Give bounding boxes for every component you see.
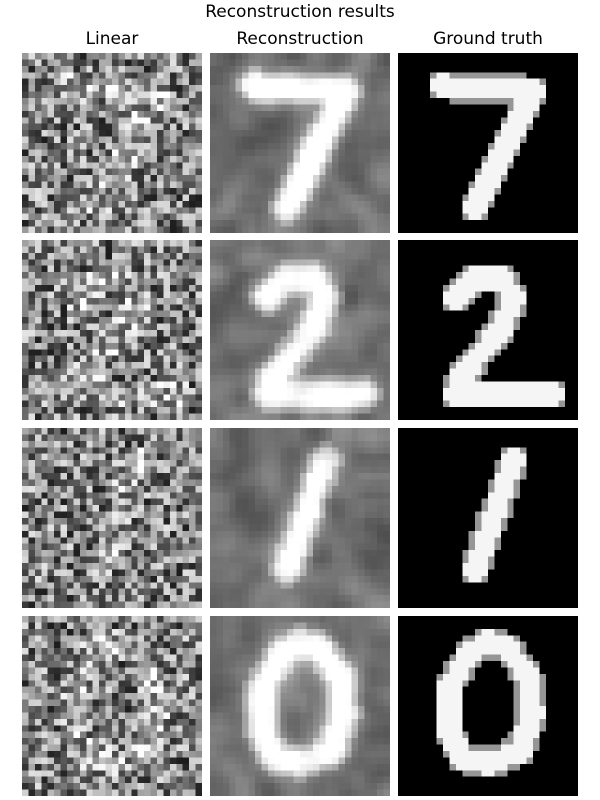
reconstruction-image-row-1: [210, 53, 390, 233]
ground-truth-image-row-3: [398, 428, 578, 608]
reconstruction-image-canvas: [210, 428, 390, 608]
reconstruction-image-canvas: [210, 616, 390, 796]
linear-image-row-1: [22, 53, 202, 233]
ground-truth-image-row-1: [398, 53, 578, 233]
column-title-reconstruction: Reconstruction: [236, 29, 364, 49]
reconstruction-image-row-4: [210, 616, 390, 796]
column-title-linear: Linear: [85, 29, 139, 49]
ground-truth-image-canvas: [398, 53, 578, 233]
reconstruction-image-canvas: [210, 53, 390, 233]
ground-truth-image-row-4: [398, 616, 578, 796]
linear-image-row-4: [22, 616, 202, 796]
reconstruction-image-canvas: [210, 240, 390, 420]
reconstruction-image-row-2: [210, 240, 390, 420]
linear-image-row-3: [22, 428, 202, 608]
linear-image-canvas: [22, 240, 202, 420]
linear-image-canvas: [22, 53, 202, 233]
reconstruction-image-row-3: [210, 428, 390, 608]
ground-truth-image-canvas: [398, 616, 578, 796]
linear-image-canvas: [22, 616, 202, 796]
figure-title: Reconstruction results: [205, 2, 395, 22]
ground-truth-image-row-2: [398, 240, 578, 420]
ground-truth-image-canvas: [398, 240, 578, 420]
column-title-ground-truth: Ground truth: [433, 29, 543, 49]
linear-image-row-2: [22, 240, 202, 420]
linear-image-canvas: [22, 428, 202, 608]
ground-truth-image-canvas: [398, 428, 578, 608]
